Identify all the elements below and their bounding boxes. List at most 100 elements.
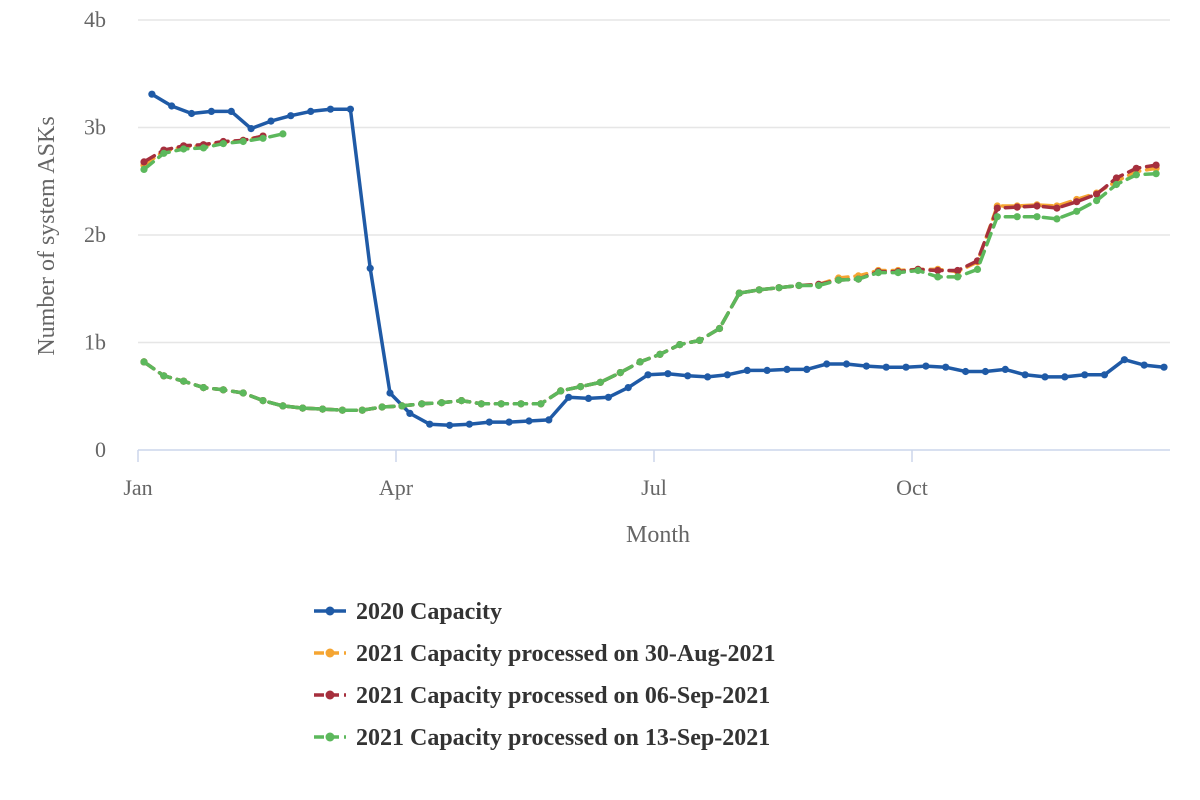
y-axis-title: Number of system ASKs <box>34 116 60 355</box>
data-point <box>525 417 533 425</box>
data-point <box>259 134 267 142</box>
data-point <box>247 125 255 133</box>
series-line <box>150 92 1166 428</box>
data-point <box>954 266 962 275</box>
legend-swatch-marker <box>325 690 335 700</box>
y-axis-ticks: 0 1b 2b 3b 4b <box>84 7 106 462</box>
data-point <box>485 418 493 426</box>
data-point <box>835 276 843 284</box>
data-point <box>180 145 188 153</box>
data-point <box>239 389 247 397</box>
data-point <box>684 372 692 380</box>
data-point <box>775 284 783 292</box>
data-point <box>1061 373 1069 381</box>
data-point <box>366 264 374 272</box>
x-axis-title: Month <box>626 522 690 548</box>
legend-item[interactable]: 2021 Capacity processed on 06-Sep-2021 <box>314 683 770 709</box>
data-point <box>743 366 751 374</box>
y-tick-label: 1b <box>84 330 106 355</box>
data-point <box>763 366 771 374</box>
data-point <box>279 402 287 410</box>
data-point <box>378 403 386 411</box>
legend-swatch-marker <box>325 732 335 742</box>
data-point <box>1152 170 1160 178</box>
data-point <box>1100 371 1109 379</box>
legend-item[interactable]: 2021 Capacity processed on 13-Sep-2021 <box>314 725 770 751</box>
data-point <box>854 275 863 283</box>
data-point <box>942 363 950 371</box>
data-point <box>1073 198 1081 206</box>
data-point <box>426 420 434 428</box>
data-point <box>696 336 704 344</box>
data-point <box>140 358 148 366</box>
data-point <box>1053 204 1061 212</box>
data-point <box>537 400 545 408</box>
data-point <box>319 405 327 413</box>
data-point <box>795 281 803 290</box>
data-point <box>1033 202 1041 210</box>
data-point <box>267 117 275 125</box>
data-point <box>168 102 176 110</box>
data-point <box>160 149 168 157</box>
data-point <box>465 420 473 428</box>
legend-item[interactable]: 2021 Capacity processed on 30-Aug-2021 <box>314 641 776 667</box>
data-point <box>596 378 605 386</box>
data-point <box>199 144 208 152</box>
data-point <box>406 409 414 417</box>
data-point <box>755 286 763 294</box>
x-tick-label: Apr <box>379 475 414 500</box>
data-point <box>973 265 982 273</box>
data-point <box>1132 171 1140 179</box>
data-point <box>577 383 585 391</box>
data-point <box>219 140 227 148</box>
data-point <box>676 341 684 349</box>
data-point <box>1093 197 1101 205</box>
legend-label: 2021 Capacity processed on 30-Aug-2021 <box>356 641 776 667</box>
data-point <box>1013 213 1021 221</box>
data-point <box>438 399 446 407</box>
data-point <box>922 362 930 370</box>
legend-label: 2021 Capacity processed on 06-Sep-2021 <box>356 683 770 709</box>
data-point <box>457 397 466 405</box>
data-point <box>1033 213 1041 221</box>
data-point <box>148 90 156 98</box>
data-point <box>715 324 724 333</box>
data-point <box>207 107 215 115</box>
series-line <box>142 171 1158 412</box>
series-1 <box>148 90 1168 429</box>
data-point <box>1041 373 1049 381</box>
data-point <box>497 400 505 408</box>
data-point <box>386 389 394 397</box>
legend-item[interactable]: 2020 Capacity <box>314 599 502 625</box>
data-point <box>862 362 871 370</box>
data-point <box>636 358 644 366</box>
data-point <box>624 384 632 392</box>
data-point <box>1152 161 1160 169</box>
data-point <box>1013 203 1021 211</box>
data-point <box>644 371 652 379</box>
data-point <box>1081 371 1089 379</box>
legend: 2020 Capacity 2021 Capacity processed on … <box>314 599 776 751</box>
series-4 <box>140 130 1160 414</box>
data-point <box>914 266 922 275</box>
data-point <box>783 365 791 373</box>
data-point <box>398 402 406 410</box>
data-point <box>823 360 831 368</box>
x-tick-label: Jan <box>123 475 152 500</box>
data-point <box>1021 371 1029 379</box>
data-point <box>815 281 823 290</box>
data-point <box>962 367 970 376</box>
data-point <box>180 377 188 385</box>
data-point <box>616 369 624 377</box>
data-point <box>894 269 902 277</box>
data-point <box>664 370 672 378</box>
x-tick-label: Jul <box>641 475 667 500</box>
legend-label: 2020 Capacity <box>356 599 502 625</box>
data-point <box>545 416 553 424</box>
y-tick-label: 4b <box>84 7 106 32</box>
data-point <box>723 371 732 379</box>
data-point <box>934 266 942 275</box>
data-point <box>993 204 1001 212</box>
legend-swatch-marker <box>325 648 335 658</box>
